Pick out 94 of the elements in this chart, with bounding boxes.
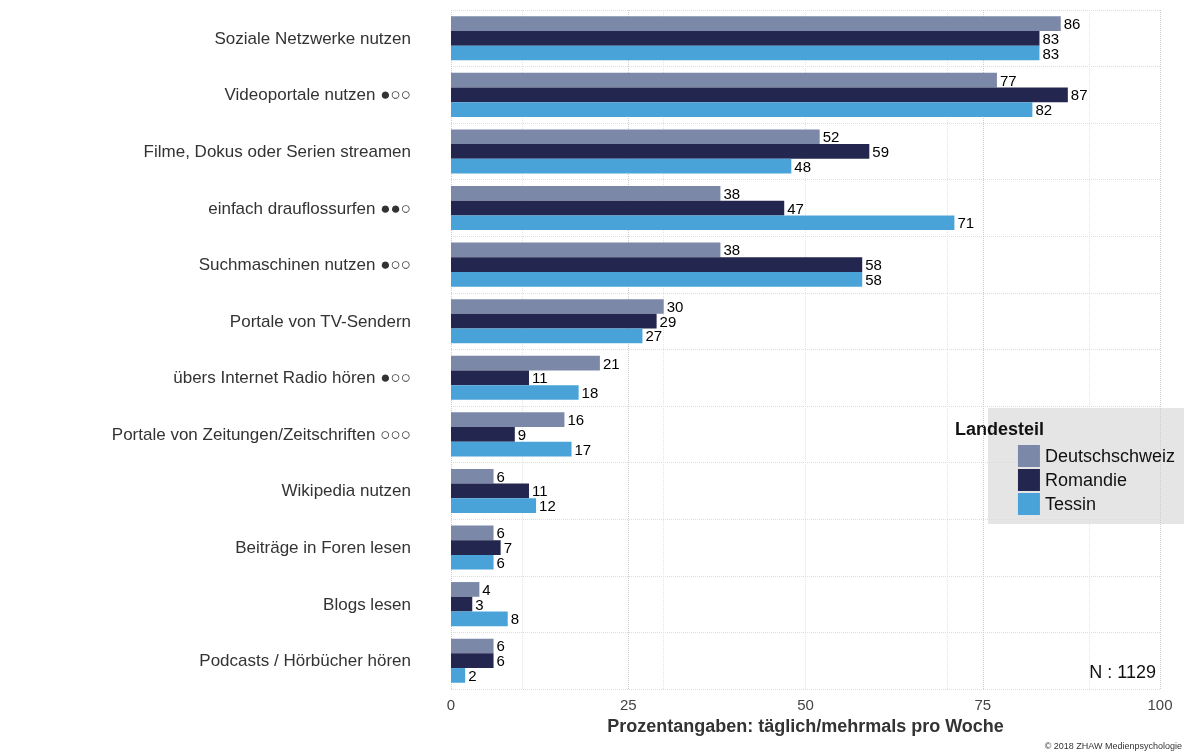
y-tick-label: Soziale Netzwerke nutzen — [214, 28, 411, 48]
data-label: 30 — [666, 298, 684, 315]
bar — [451, 271, 863, 287]
y-tick-label: Suchmaschinen nutzen ●○○ — [198, 255, 411, 275]
y-tick-label: Portale von Zeitungen/Zeitschriften ○○○ — [111, 424, 411, 444]
bar — [451, 257, 863, 272]
y-tick-label: einfach drauflossurfen ●●○ — [208, 198, 411, 218]
y-tick-label: Videoportale nutzen ●○○ — [224, 85, 411, 105]
bar — [451, 483, 529, 499]
data-label: 6 — [496, 553, 505, 571]
data-label: 3 — [475, 595, 484, 613]
bar — [451, 554, 494, 570]
data-label: 59 — [872, 142, 889, 160]
data-label: 6 — [496, 652, 505, 670]
data-label: 27 — [645, 327, 663, 345]
data-label: 87 — [1070, 86, 1088, 104]
data-label: 83 — [1042, 44, 1060, 62]
y-tick-label: übers Internet Radio hören ●○○ — [173, 368, 411, 388]
bar — [451, 468, 494, 484]
y-tick-label: Portale von TV-Sendern — [229, 311, 411, 331]
bar — [451, 385, 579, 400]
x-tick-label: 75 — [974, 696, 992, 713]
data-label: 2 — [468, 666, 477, 684]
data-label: 82 — [1035, 101, 1053, 119]
bar — [451, 129, 820, 145]
legend-title: Landesteil — [954, 419, 1045, 439]
data-label: 7 — [503, 539, 512, 557]
data-label: 83 — [1042, 29, 1060, 47]
data-label: 71 — [957, 214, 975, 232]
data-label: 77 — [999, 71, 1017, 89]
annotation: N : 1129 — [1089, 662, 1157, 682]
data-label: 86 — [1063, 15, 1081, 33]
bar — [451, 370, 529, 386]
bar — [451, 144, 870, 159]
data-label: 9 — [517, 425, 527, 443]
bar — [451, 525, 494, 541]
data-label: 21 — [602, 354, 620, 372]
data-label: 12 — [539, 497, 556, 515]
bar — [451, 638, 494, 654]
bar — [451, 582, 480, 597]
x-tick-label: 50 — [797, 696, 814, 713]
data-label: 8 — [510, 610, 520, 628]
bar — [451, 185, 721, 201]
bar — [451, 498, 537, 514]
text: © 2018 ZHAW Medienpsychologie — [1044, 740, 1183, 751]
bar — [451, 611, 508, 627]
y-tick-label: Blogs lesen — [323, 594, 411, 614]
bar — [451, 653, 494, 669]
data-label: 38 — [723, 184, 741, 202]
bar — [451, 45, 1040, 61]
bar — [451, 540, 501, 555]
bar — [451, 412, 565, 428]
bar — [451, 427, 515, 442]
bar — [451, 30, 1040, 46]
x-tick-label: 25 — [619, 696, 637, 713]
legend-label: Deutschschweiz — [1044, 446, 1176, 466]
data-label: 38 — [723, 241, 741, 259]
y-tick-label: Beiträge in Foren lesen — [235, 538, 411, 558]
legend-label: Romandie — [1044, 470, 1127, 490]
bar — [451, 242, 721, 258]
y-tick-label: Filme, Dokus oder Serien streamen — [143, 141, 411, 161]
bar — [451, 668, 466, 683]
bar — [451, 441, 572, 457]
data-label: 48 — [794, 157, 812, 175]
x-axis-title: Prozentangaben: täglich/mehrmals pro Woche — [607, 715, 1004, 736]
bar — [451, 102, 1033, 117]
data-label: 17 — [574, 440, 592, 458]
y-tick-label: Wikipedia nutzen — [281, 481, 411, 501]
bar — [451, 16, 1061, 31]
data-label: 52 — [822, 128, 840, 146]
bar — [451, 355, 600, 371]
bar — [451, 215, 955, 231]
data-label: 6 — [496, 637, 505, 655]
data-label: 11 — [531, 369, 548, 387]
bar — [451, 72, 997, 88]
data-label: 6 — [496, 524, 505, 542]
bar — [451, 87, 1068, 103]
x-tick-label: 100 — [1147, 696, 1173, 713]
data-label: 16 — [567, 411, 585, 429]
bar — [451, 158, 792, 174]
data-label: 47 — [787, 199, 804, 217]
bar — [451, 299, 664, 314]
bar — [451, 200, 785, 216]
data-label: 29 — [659, 312, 677, 330]
data-label: 11 — [531, 482, 548, 500]
bar — [451, 596, 473, 612]
data-label: 6 — [496, 467, 505, 485]
data-label: 4 — [482, 580, 491, 598]
legend-label: Tessin — [1044, 494, 1096, 514]
y-tick-label: Podcasts / Hörbücher hören — [199, 651, 411, 671]
data-label: 18 — [581, 384, 599, 401]
bar — [451, 328, 643, 344]
bar — [451, 313, 657, 329]
x-tick-label: 0 — [446, 696, 456, 713]
